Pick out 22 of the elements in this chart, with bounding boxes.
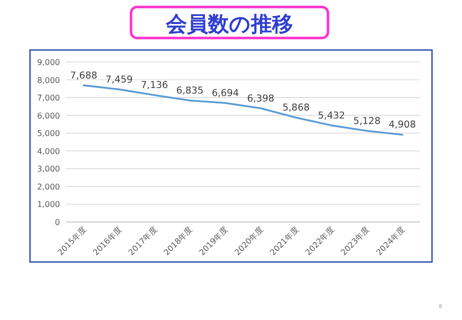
y-tick-label: 6,000 <box>37 111 60 120</box>
y-tick-label: 0 <box>54 218 60 227</box>
y-tick-label: 5,000 <box>37 129 60 138</box>
chart-title: 会員数の推移 <box>165 12 293 36</box>
data-label: 7,136 <box>140 80 168 92</box>
y-tick-label: 9,000 <box>37 58 60 67</box>
y-tick-label: 1,000 <box>37 200 60 210</box>
data-label: 5,868 <box>282 102 310 114</box>
data-label: 6,694 <box>212 88 239 99</box>
data-label: 4,908 <box>388 120 416 131</box>
y-tick-label: 2,000 <box>37 182 60 192</box>
data-label: 6,835 <box>176 85 204 96</box>
y-tick-label: 3,000 <box>37 164 60 174</box>
data-label: 5,432 <box>318 110 346 122</box>
data-label: 5,128 <box>353 116 380 127</box>
data-label: 7,459 <box>106 74 133 86</box>
data-label: 7,688 <box>70 70 98 82</box>
title: 会員数の推移 <box>130 6 330 40</box>
data-label: 6,398 <box>247 93 274 104</box>
y-tick-label: 8,000 <box>37 76 60 85</box>
y-tick-label: 4,000 <box>37 146 60 156</box>
y-tick-label: 7,000 <box>37 94 60 103</box>
